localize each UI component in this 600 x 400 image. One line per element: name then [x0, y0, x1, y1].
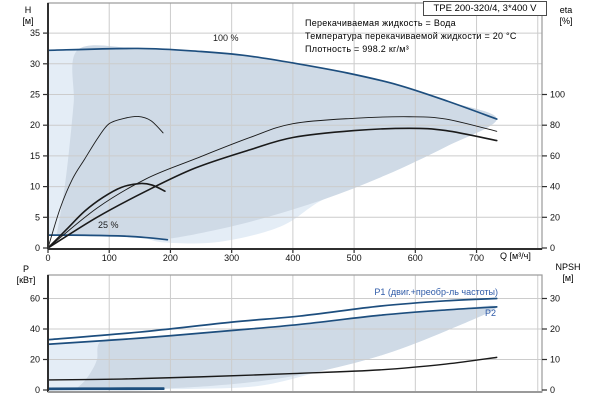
p1-curve-label: P1 (двиг.+преобр-ль частоты) [374, 287, 498, 297]
efficiency-axis-unit: [%] [559, 16, 573, 26]
tick-label: 0 [35, 243, 40, 253]
efficiency-axis-label: eta [%] [546, 5, 586, 27]
tick-label: 25 [30, 90, 40, 100]
tick-label: 20 [550, 324, 560, 334]
power-axis-unit: [кВт] [16, 275, 36, 285]
tick-label: 500 [347, 253, 362, 263]
tick-label: 20 [550, 212, 560, 222]
speed-100pct-label: 100 % [213, 33, 239, 43]
tick-label: 10 [30, 182, 40, 192]
qh-eta-chart-envelope-dark [56, 45, 497, 240]
tick-label: 40 [30, 324, 40, 334]
eta-total-25pct-curve [47, 182, 166, 249]
efficiency-axis-symbol: eta [559, 5, 573, 15]
head-100pct-curve [47, 47, 498, 120]
npsh-axis-symbol: NPSH [555, 262, 581, 272]
info-line-density: Плотность = 998.2 кг/м³ [305, 44, 409, 54]
head-axis-label: H [м] [8, 5, 48, 27]
head-25pct-curve [47, 234, 169, 241]
tick-label: 200 [163, 253, 178, 263]
eta-pump-100pct-curve [47, 116, 498, 249]
head-axis-unit: [м] [22, 16, 34, 26]
tick-label: 35 [30, 28, 40, 38]
tick-label: 20 [30, 120, 40, 130]
power-axis-label: P [кВт] [6, 264, 46, 286]
speed-25pct-label: 25 % [98, 220, 119, 230]
tick-label: 300 [224, 253, 239, 263]
info-line-temperature: Температура перекачиваемой жидкости = 20… [305, 31, 517, 41]
tick-label: 0 [45, 253, 50, 263]
power-axis-symbol: P [22, 264, 29, 274]
liquid-info-block: Перекачиваемая жидкость = Вода Температу… [305, 17, 517, 56]
npsh-curve [47, 356, 498, 381]
tick-label: 10 [550, 355, 560, 365]
power-npsh-chart-envelope-dark [75, 305, 497, 390]
tick-label: 0 [550, 385, 555, 395]
pump-type-box: TPE 200-320/4, 3*400 V [423, 1, 547, 16]
tick-label: 15 [30, 151, 40, 161]
eta-pump-25pct-curve [47, 115, 164, 249]
tick-label: 5 [35, 212, 40, 222]
tick-label: 600 [408, 253, 423, 263]
tick-label: 40 [550, 182, 560, 192]
tick-label: 0 [35, 385, 40, 395]
tick-label: 60 [550, 151, 560, 161]
tick-label: 400 [285, 253, 300, 263]
tick-label: 700 [469, 253, 484, 263]
head-axis-symbol: H [24, 5, 32, 15]
tick-label: 60 [30, 294, 40, 304]
p2-curve-label: P2 [485, 308, 497, 318]
tick-label: 100 [550, 90, 565, 100]
eta-total-100pct-curve [47, 127, 498, 249]
tick-label: 100 [102, 253, 117, 263]
tick-label: 0 [550, 243, 555, 253]
info-line-liquid: Перекачиваемая жидкость = Вода [305, 18, 456, 28]
p2-100pct-curve [47, 306, 498, 346]
npsh-axis-unit: [м] [562, 273, 574, 283]
npsh-axis-label: NPSH [м] [544, 262, 592, 284]
tick-label: 30 [550, 294, 560, 304]
tick-label: 30 [30, 59, 40, 69]
p1-100pct-curve [47, 297, 498, 341]
flow-axis-label: Q [м³/ч] [500, 251, 531, 261]
tick-label: 20 [30, 355, 40, 365]
tick-label: 80 [550, 120, 560, 130]
